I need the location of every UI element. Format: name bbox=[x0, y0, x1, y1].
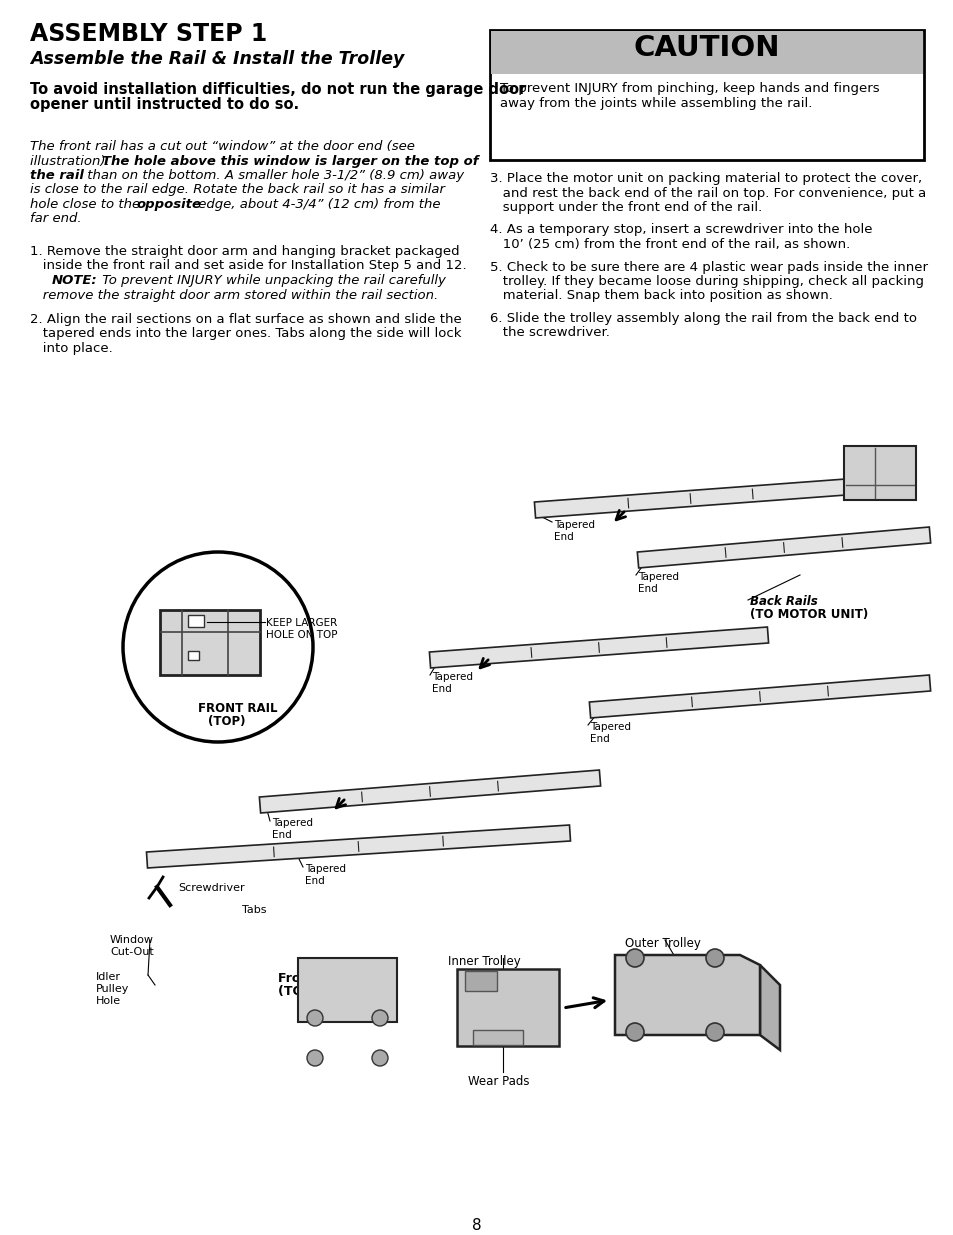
Polygon shape bbox=[429, 627, 768, 668]
Text: NOTE:: NOTE: bbox=[52, 274, 97, 287]
Text: KEEP LARGER: KEEP LARGER bbox=[266, 618, 337, 629]
Bar bbox=[473, 1030, 522, 1045]
Text: End: End bbox=[589, 734, 609, 743]
Text: (TOP): (TOP) bbox=[208, 715, 245, 727]
Text: End: End bbox=[638, 584, 657, 594]
Bar bbox=[188, 651, 199, 659]
Text: Wear Pads: Wear Pads bbox=[468, 1074, 529, 1088]
Text: Pulley: Pulley bbox=[96, 984, 130, 994]
Text: opener until instructed to do so.: opener until instructed to do so. bbox=[30, 96, 299, 111]
Text: tapered ends into the larger ones. Tabs along the side will lock: tapered ends into the larger ones. Tabs … bbox=[30, 327, 461, 341]
Text: The hole above this window is larger on the top of: The hole above this window is larger on … bbox=[102, 154, 478, 168]
Polygon shape bbox=[589, 676, 930, 718]
Text: To prevent INJURY while unpacking the rail carefully: To prevent INJURY while unpacking the ra… bbox=[98, 274, 445, 287]
Text: Back Rails: Back Rails bbox=[749, 595, 817, 608]
Text: To avoid installation difficulties, do not run the garage door: To avoid installation difficulties, do n… bbox=[30, 82, 526, 98]
Text: 5. Check to be sure there are 4 plastic wear pads inside the inner: 5. Check to be sure there are 4 plastic … bbox=[490, 261, 927, 273]
Text: support under the front end of the rail.: support under the front end of the rail. bbox=[490, 201, 761, 214]
Text: edge, about 4-3/4” (12 cm) from the: edge, about 4-3/4” (12 cm) from the bbox=[193, 198, 440, 211]
Text: Outer Trolley: Outer Trolley bbox=[624, 937, 700, 950]
Text: Idler: Idler bbox=[96, 972, 121, 982]
Text: material. Snap them back into position as shown.: material. Snap them back into position a… bbox=[490, 289, 832, 303]
Polygon shape bbox=[760, 965, 780, 1050]
Text: Tapered: Tapered bbox=[432, 672, 473, 682]
Text: 10’ (25 cm) from the front end of the rail, as shown.: 10’ (25 cm) from the front end of the ra… bbox=[490, 238, 849, 251]
Text: the screwdriver.: the screwdriver. bbox=[490, 326, 609, 340]
Text: the rail: the rail bbox=[30, 169, 84, 182]
Text: into place.: into place. bbox=[30, 342, 112, 354]
Text: Trolley: Trolley bbox=[845, 467, 882, 477]
Text: Tapered: Tapered bbox=[305, 864, 346, 874]
Circle shape bbox=[372, 1050, 388, 1066]
Text: 2. Align the rail sections on a flat surface as shown and slide the: 2. Align the rail sections on a flat sur… bbox=[30, 312, 461, 326]
Text: Tapered: Tapered bbox=[554, 520, 595, 530]
Text: is close to the rail edge. Rotate the back rail so it has a similar: is close to the rail edge. Rotate the ba… bbox=[30, 184, 444, 196]
Text: Inner Trolley: Inner Trolley bbox=[448, 955, 520, 968]
Text: FRONT RAIL: FRONT RAIL bbox=[198, 701, 277, 715]
Polygon shape bbox=[534, 479, 845, 517]
Text: hole close to the: hole close to the bbox=[30, 198, 144, 211]
Text: Screwdriver: Screwdriver bbox=[178, 883, 244, 893]
Text: Tabs: Tabs bbox=[242, 905, 266, 915]
Bar bbox=[188, 615, 204, 627]
FancyBboxPatch shape bbox=[491, 31, 923, 74]
Text: Front Rail: Front Rail bbox=[277, 972, 346, 986]
Text: 1. Remove the straight door arm and hanging bracket packaged: 1. Remove the straight door arm and hang… bbox=[30, 245, 459, 258]
Text: remove the straight door arm stored within the rail section.: remove the straight door arm stored with… bbox=[30, 289, 437, 301]
Text: Window: Window bbox=[110, 935, 153, 945]
Text: The front rail has a cut out “window” at the door end (see: The front rail has a cut out “window” at… bbox=[30, 140, 415, 153]
Text: far end.: far end. bbox=[30, 212, 82, 226]
FancyBboxPatch shape bbox=[456, 969, 558, 1046]
Text: HOLE ON TOP: HOLE ON TOP bbox=[266, 630, 337, 640]
Text: illustration).: illustration). bbox=[30, 154, 113, 168]
Circle shape bbox=[372, 1010, 388, 1026]
Text: End: End bbox=[305, 876, 324, 885]
Polygon shape bbox=[259, 771, 600, 813]
Text: End: End bbox=[554, 532, 573, 542]
Text: ASSEMBLY STEP 1: ASSEMBLY STEP 1 bbox=[30, 22, 267, 46]
Text: than on the bottom. A smaller hole 3-1/2” (8.9 cm) away: than on the bottom. A smaller hole 3-1/2… bbox=[83, 169, 464, 182]
Circle shape bbox=[307, 1010, 323, 1026]
Text: opposite: opposite bbox=[137, 198, 202, 211]
Text: (TO DOOR): (TO DOOR) bbox=[277, 986, 355, 998]
Text: Tapered: Tapered bbox=[272, 818, 313, 827]
FancyBboxPatch shape bbox=[464, 971, 497, 990]
Text: End: End bbox=[272, 830, 292, 840]
FancyBboxPatch shape bbox=[297, 958, 396, 1023]
FancyBboxPatch shape bbox=[843, 446, 915, 500]
Circle shape bbox=[705, 1023, 723, 1041]
Circle shape bbox=[625, 1023, 643, 1041]
Circle shape bbox=[307, 1050, 323, 1066]
Text: 8: 8 bbox=[472, 1218, 481, 1233]
Text: Hole: Hole bbox=[96, 995, 121, 1007]
Text: Tapered: Tapered bbox=[638, 572, 679, 582]
Polygon shape bbox=[147, 825, 570, 868]
Circle shape bbox=[625, 948, 643, 967]
Text: (TO MOTOR UNIT): (TO MOTOR UNIT) bbox=[749, 608, 867, 621]
Polygon shape bbox=[615, 955, 760, 1035]
Text: End: End bbox=[432, 684, 452, 694]
Polygon shape bbox=[637, 527, 930, 568]
Text: away from the joints while assembling the rail.: away from the joints while assembling th… bbox=[499, 96, 812, 110]
Text: CAUTION: CAUTION bbox=[633, 35, 780, 62]
FancyBboxPatch shape bbox=[160, 610, 260, 676]
Text: 6. Slide the trolley assembly along the rail from the back end to: 6. Slide the trolley assembly along the … bbox=[490, 312, 916, 325]
Text: trolley. If they became loose during shipping, check all packing: trolley. If they became loose during shi… bbox=[490, 275, 923, 288]
Text: inside the front rail and set aside for Installation Step 5 and 12.: inside the front rail and set aside for … bbox=[30, 259, 466, 273]
Text: To prevent INJURY from pinching, keep hands and fingers: To prevent INJURY from pinching, keep ha… bbox=[499, 82, 879, 95]
Text: Tapered: Tapered bbox=[589, 722, 630, 732]
Text: Assemble the Rail & Install the Trolley: Assemble the Rail & Install the Trolley bbox=[30, 49, 404, 68]
Circle shape bbox=[705, 948, 723, 967]
FancyBboxPatch shape bbox=[490, 30, 923, 161]
Text: Cut-Out: Cut-Out bbox=[110, 947, 153, 957]
Text: 4. As a temporary stop, insert a screwdriver into the hole: 4. As a temporary stop, insert a screwdr… bbox=[490, 224, 872, 236]
Text: and rest the back end of the rail on top. For convenience, put a: and rest the back end of the rail on top… bbox=[490, 186, 925, 200]
Text: 3. Place the motor unit on packing material to protect the cover,: 3. Place the motor unit on packing mater… bbox=[490, 172, 922, 185]
